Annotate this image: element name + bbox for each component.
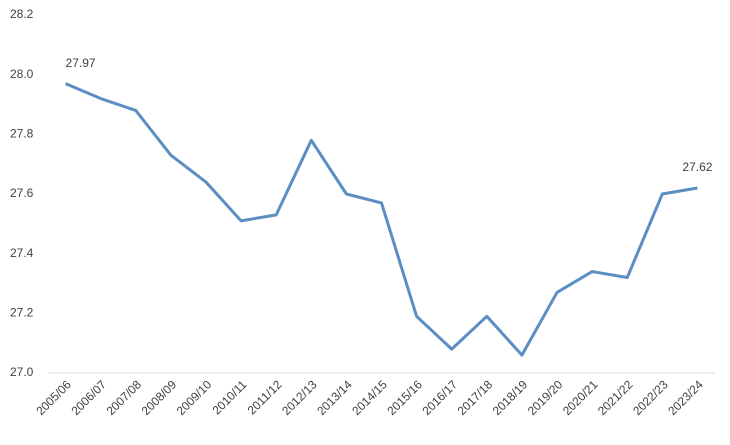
x-tick-label: 2016/17 — [419, 377, 460, 418]
x-tick-label: 2020/21 — [560, 377, 601, 418]
data-label: 27.97 — [66, 56, 96, 70]
x-tick-label: 2023/24 — [665, 377, 706, 418]
x-tick-label: 2005/06 — [33, 377, 74, 418]
x-tick-label: 2021/22 — [595, 377, 636, 418]
x-tick-label: 2017/18 — [455, 377, 496, 418]
y-tick-label: 27.8 — [10, 127, 34, 141]
x-tick-label: 2008/09 — [139, 377, 180, 418]
x-tick-label: 2010/11 — [209, 377, 249, 417]
x-tick-label: 2009/10 — [174, 377, 215, 418]
y-tick-label: 27.0 — [10, 365, 34, 379]
x-tick-label: 2014/15 — [349, 377, 390, 418]
data-label: 27.62 — [682, 160, 712, 174]
x-tick-label: 2015/16 — [384, 377, 425, 418]
x-tick-label: 2013/14 — [314, 377, 355, 418]
x-tick-label: 2012/13 — [279, 377, 320, 418]
y-tick-label: 27.4 — [10, 246, 34, 260]
line-series — [64, 82, 698, 357]
y-tick-label: 28.0 — [10, 67, 34, 81]
x-tick-label: 2006/07 — [68, 377, 109, 418]
x-tick-label: 2011/12 — [245, 377, 285, 417]
x-tick-label: 2007/08 — [104, 377, 145, 418]
x-tick-label: 2022/23 — [630, 377, 671, 418]
x-tick-label: 2019/20 — [525, 377, 566, 418]
y-tick-label: 27.6 — [10, 186, 34, 200]
y-tick-label: 27.2 — [10, 306, 34, 320]
y-tick-label: 28.2 — [10, 7, 34, 21]
x-tick-label: 2018/19 — [490, 377, 531, 418]
